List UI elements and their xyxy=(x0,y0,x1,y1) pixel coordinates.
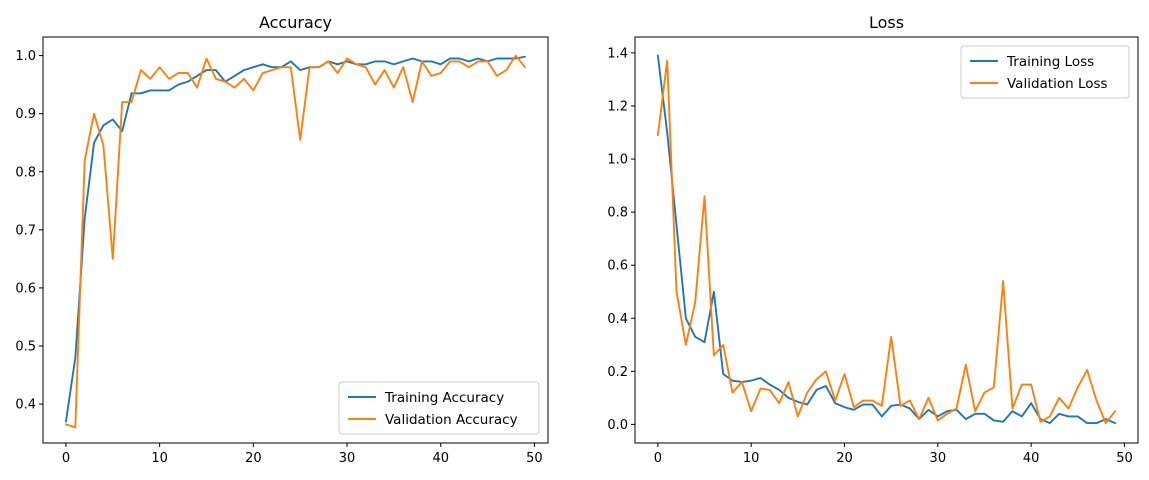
y-tick-label: 0.7 xyxy=(15,223,36,238)
legend-box xyxy=(338,381,540,435)
y-tick-label: 0.6 xyxy=(15,281,36,296)
y-tick-label: 0.4 xyxy=(607,312,628,327)
accuracy-chart: Accuracy 0 10 20 30 40 50 0.4 0.5 0.6 0.7 0.8 0.9 1.0… xyxy=(15,13,549,466)
y-tick-label: 0.8 xyxy=(607,206,628,221)
y-tick-label: 1.4 xyxy=(607,46,628,61)
legend-box xyxy=(960,45,1130,99)
y-tick-label: 0.5 xyxy=(15,340,36,355)
plot-area-frame xyxy=(42,36,549,444)
validation-accuracy-line xyxy=(64,54,526,429)
y-tick-label: 0.2 xyxy=(607,365,628,380)
y-tick-label: 1.0 xyxy=(607,153,628,168)
validation-loss-line xyxy=(656,59,1117,425)
plot-area-frame xyxy=(634,36,1139,444)
y-tick-label: 0.4 xyxy=(15,398,36,413)
legend-label: Validation Loss xyxy=(1007,76,1108,92)
legend-label: Validation Accuracy xyxy=(385,412,518,428)
legend-label: Training Accuracy xyxy=(384,390,504,406)
x-tick-label: 50 xyxy=(526,451,543,466)
x-tick-label: 40 xyxy=(1023,451,1040,466)
x-tick-label: 0 xyxy=(654,451,662,466)
x-tick-label: 10 xyxy=(743,451,760,466)
x-tick-label: 20 xyxy=(836,451,853,466)
x-tick-label: 30 xyxy=(930,451,947,466)
legend-label: Training Loss xyxy=(1006,54,1094,70)
legend: Training Loss Validation Loss xyxy=(960,45,1130,99)
y-tick-label: 0.8 xyxy=(15,165,36,180)
chart-title: Loss xyxy=(869,13,904,32)
x-tick-label: 30 xyxy=(339,451,356,466)
y-tick-label: 1.0 xyxy=(15,49,36,64)
x-tick-label: 20 xyxy=(245,451,262,466)
x-tick-label: 40 xyxy=(432,451,449,466)
y-tick-label: 1.2 xyxy=(607,99,628,114)
y-tick-label: 0.9 xyxy=(15,107,36,122)
loss-chart: Loss 0 10 20 30 40 50 0.0 0.2 0.4 0.6 0.8 1.0 1.2 1.4 T… xyxy=(607,13,1139,466)
x-tick-label: 0 xyxy=(62,451,70,466)
y-tick-label: 0.0 xyxy=(607,418,628,433)
chart-title: Accuracy xyxy=(259,13,332,32)
legend: Training Accuracy Validation Accuracy xyxy=(338,381,540,435)
x-tick-label: 10 xyxy=(151,451,168,466)
x-tick-label: 50 xyxy=(1116,451,1133,466)
training-accuracy-line xyxy=(64,55,526,423)
y-tick-label: 0.6 xyxy=(607,259,628,274)
